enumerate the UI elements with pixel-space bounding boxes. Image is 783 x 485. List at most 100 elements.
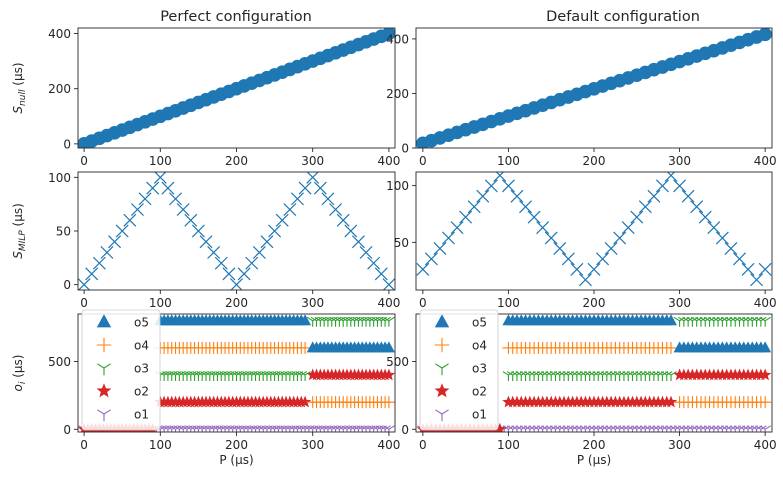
x-tick-label: 200 <box>583 154 606 168</box>
data-point <box>604 241 618 255</box>
x-tick-label: 200 <box>225 154 248 168</box>
data-point-o1 <box>322 425 334 432</box>
data-point <box>153 172 167 184</box>
y-axis-label: Snull (μs) <box>11 62 28 113</box>
data-point-o3 <box>196 371 209 382</box>
y-tick-label: 50 <box>394 236 409 250</box>
y-tick-label: 0 <box>63 137 71 151</box>
data-point <box>351 235 365 249</box>
data-point <box>553 241 567 255</box>
data-point-o3 <box>261 371 273 382</box>
data-point <box>260 235 274 249</box>
data-point-o1 <box>295 425 308 432</box>
data-point-o1 <box>345 425 357 432</box>
data-point-o3 <box>284 371 296 382</box>
data-layer <box>416 172 772 287</box>
legend-marker-o5 <box>96 314 112 328</box>
legend-box <box>81 309 161 431</box>
data-point-o1 <box>261 425 273 432</box>
data-point-o3 <box>253 371 266 382</box>
data-point-o5 <box>299 314 312 326</box>
x-tick-label: 100 <box>497 296 520 310</box>
data-point <box>184 213 198 227</box>
data-point <box>329 203 343 217</box>
legend-label-o1: o1 <box>134 408 149 422</box>
data-point-o3 <box>299 371 311 382</box>
data-point <box>519 200 533 214</box>
data-point-o1 <box>291 425 304 432</box>
data-point-o1 <box>287 425 300 432</box>
legend-label-o2: o2 <box>472 385 487 399</box>
column-title-perfect: Perfect configuration <box>160 9 312 25</box>
data-point <box>630 210 644 224</box>
data-point-o1 <box>356 425 369 432</box>
x-axis-label: P (μs) <box>219 453 253 467</box>
legend-marker-o2 <box>96 383 112 398</box>
data-point <box>587 262 601 276</box>
data-point <box>450 221 464 235</box>
y-tick-label: 0 <box>401 423 409 437</box>
y-tick-label: 400 <box>386 32 409 46</box>
x-tick-label: 400 <box>377 438 400 452</box>
data-point <box>544 231 558 245</box>
x-tick-label: 0 <box>419 296 427 310</box>
panel-perfect-smilp: 0 100 200 300 400 0 50 100 SMILP (μs) <box>11 171 400 310</box>
data-point-o1 <box>169 425 182 432</box>
legend-label-o5: o5 <box>134 316 149 330</box>
data-point-o3 <box>181 371 193 382</box>
data-point-o3 <box>337 316 349 327</box>
data-layer <box>416 28 772 148</box>
data-point-o3 <box>375 316 388 327</box>
data-point-o1 <box>162 425 174 432</box>
data-point-o1 <box>188 425 201 432</box>
data-point-o3 <box>173 371 186 382</box>
axes-frame <box>77 171 396 291</box>
data-point-o3 <box>177 371 189 382</box>
data-point <box>108 235 122 249</box>
data-point <box>123 213 137 227</box>
legend-marker-o1 <box>435 409 449 422</box>
y-tick-label: 500 <box>386 355 409 369</box>
legend-marker-o1 <box>97 409 111 422</box>
data-point-o3 <box>230 371 243 382</box>
y-tick-label: 200 <box>48 82 71 96</box>
data-point-o3 <box>322 316 334 327</box>
data-point-o3 <box>759 316 771 327</box>
data-point-o1 <box>165 425 178 432</box>
data-point-o1 <box>200 425 212 432</box>
data-point-o2 <box>664 395 678 408</box>
data-point-o1 <box>341 425 353 432</box>
data-point <box>527 210 541 224</box>
data-point-o3 <box>660 371 673 382</box>
data-point-o1 <box>306 425 319 432</box>
data-point <box>138 192 152 206</box>
data-point-o3 <box>165 371 178 382</box>
data-point-o1 <box>184 425 197 432</box>
data-point <box>690 200 704 214</box>
data-point <box>222 267 236 281</box>
data-point <box>336 213 350 227</box>
data-point-o3 <box>169 371 182 382</box>
data-point-o1 <box>325 425 338 432</box>
x-tick-label: 400 <box>377 154 400 168</box>
data-point-o3 <box>276 371 289 382</box>
y-tick-label: 0 <box>63 278 71 292</box>
data-point-o1 <box>360 425 372 432</box>
x-tick-label: 200 <box>583 296 606 310</box>
data-point-o1 <box>755 425 767 432</box>
x-tick-label: 0 <box>80 296 88 310</box>
legend-label-o3: o3 <box>472 362 487 376</box>
data-point-o1 <box>242 425 254 432</box>
data-point <box>578 273 592 287</box>
legend-label-o4: o4 <box>472 339 487 353</box>
legend-marker-o3 <box>435 363 449 376</box>
data-point <box>283 203 297 217</box>
data-point-o1 <box>226 425 239 432</box>
data-point-o3 <box>200 371 212 382</box>
x-tick-label: 300 <box>668 154 691 168</box>
data-point-o3 <box>383 316 395 327</box>
data-point-o1 <box>264 425 277 432</box>
data-point <box>707 221 721 235</box>
x-tick-label: 400 <box>754 154 777 168</box>
data-point <box>673 179 687 193</box>
